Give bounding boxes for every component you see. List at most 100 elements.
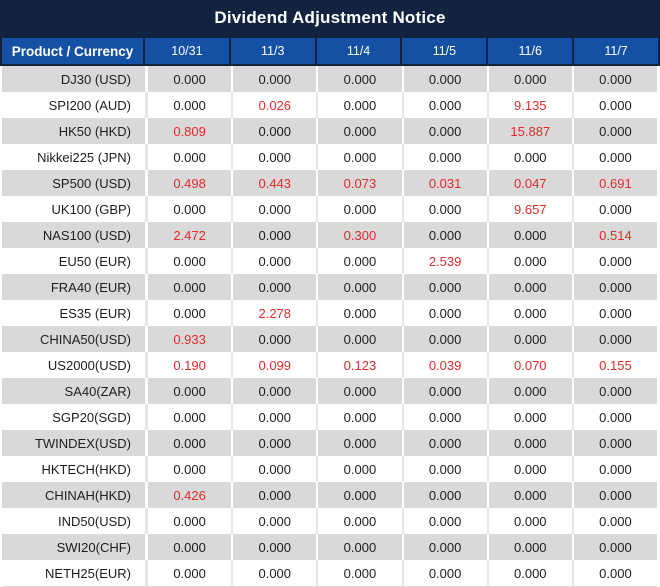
value-cell: 0.099 — [231, 352, 316, 378]
product-cell: DJ30 (USD) — [60, 71, 131, 87]
value-cell: 0.000 — [401, 92, 487, 118]
value-cell: 0.691 — [571, 170, 657, 196]
value-cell: 2.472 — [145, 222, 231, 248]
value-cell: 0.000 — [486, 300, 572, 326]
value-cell: 0.000 — [401, 300, 487, 326]
value-cell: 0.000 — [571, 300, 657, 326]
value-cell: 0.000 — [401, 274, 487, 300]
value-cell: 0.000 — [571, 66, 657, 92]
value-cell: 0.000 — [316, 508, 401, 534]
date-header-cell: 11/6 — [488, 38, 573, 64]
value-cell: 0.000 — [145, 404, 231, 430]
value-cell: 0.000 — [486, 144, 572, 170]
value-cell: 0.000 — [316, 404, 401, 430]
value-cell: 0.000 — [316, 196, 401, 222]
value-cell: 0.000 — [571, 508, 657, 534]
table-row: Nikkei225 (JPN) 0.000 0.000 0.000 0.000 0.000… — [2, 144, 657, 170]
product-cell: SA40(ZAR) — [64, 383, 131, 399]
value-cell: 0.000 — [486, 66, 572, 92]
table-row: UK100 (GBP) 0.000 0.000 0.000 0.000 9.657 0.00… — [2, 196, 657, 222]
value-cell: 2.539 — [401, 248, 487, 274]
table-header-row: Product / Currency 10/31 11/3 11/4 11/5 … — [0, 36, 660, 66]
value-cell: 0.000 — [401, 534, 487, 560]
table-row: SWI20(CHF) 0.000 0.000 0.000 0.000 0.000 0.000 — [2, 534, 657, 560]
value-cell: 0.000 — [231, 378, 316, 404]
table-row: SPI200 (AUD) 0.000 0.026 0.000 0.000 9.135 0.0… — [2, 92, 657, 118]
value-cell: 0.000 — [145, 508, 231, 534]
table-row: EU50 (EUR) 0.000 0.000 0.000 2.539 0.000 0.000 — [2, 248, 657, 274]
table-row: SP500 (USD) 0.498 0.443 0.073 0.031 0.047 0.69… — [2, 170, 657, 196]
value-cell: 0.000 — [145, 300, 231, 326]
date-header-cell: 10/31 — [145, 38, 229, 64]
value-cell: 0.000 — [401, 482, 487, 508]
table-row: SGP20(SGD) 0.000 0.000 0.000 0.000 0.000 0.000 — [2, 404, 657, 430]
value-cell: 9.657 — [486, 196, 572, 222]
table-row: TWINDEX(USD) 0.000 0.000 0.000 0.000 0.000 0.0… — [2, 430, 657, 456]
value-cell: 0.000 — [486, 404, 572, 430]
value-cell: 0.000 — [145, 456, 231, 482]
value-cell: 0.000 — [401, 118, 487, 144]
date-header-cell: 11/5 — [402, 38, 487, 64]
value-cell: 0.000 — [486, 508, 572, 534]
value-cell: 0.070 — [486, 352, 572, 378]
value-cell: 0.000 — [316, 66, 401, 92]
page-title: Dividend Adjustment Notice — [214, 8, 446, 27]
product-cell: SP500 (USD) — [52, 175, 131, 191]
product-cell: US2000(USD) — [47, 357, 131, 373]
table-row: HK50 (HKD) 0.809 0.000 0.000 0.000 15.887 0.00… — [2, 118, 657, 144]
value-cell: 15.887 — [486, 118, 572, 144]
product-currency-header: Product / Currency — [2, 38, 143, 64]
date-header-cell: 11/4 — [316, 38, 401, 64]
value-cell: 0.000 — [316, 378, 401, 404]
value-cell: 0.000 — [231, 508, 316, 534]
value-cell: 0.000 — [145, 274, 231, 300]
value-cell: 0.000 — [316, 534, 401, 560]
value-cell: 0.047 — [486, 170, 572, 196]
product-cell: HKTECH(HKD) — [41, 461, 131, 477]
value-cell: 0.000 — [486, 378, 572, 404]
title-bar: Dividend Adjustment Notice — [0, 0, 660, 36]
product-cell: IND50(USD) — [58, 513, 131, 529]
value-cell: 0.000 — [401, 66, 487, 92]
value-cell: 0.000 — [231, 482, 316, 508]
value-cell: 0.000 — [486, 456, 572, 482]
value-cell: 0.000 — [231, 66, 316, 92]
product-cell: CHINAH(HKD) — [45, 487, 131, 503]
product-cell: UK100 (GBP) — [51, 201, 131, 217]
value-cell: 0.000 — [316, 274, 401, 300]
date-header-cell: 11/7 — [574, 38, 658, 64]
value-cell: 0.514 — [571, 222, 657, 248]
value-cell: 0.000 — [486, 274, 572, 300]
table-row: NAS100 (USD) 2.472 0.000 0.300 0.000 0.000 0.5… — [2, 222, 657, 248]
value-cell: 0.000 — [401, 508, 487, 534]
product-cell: FRA40 (EUR) — [50, 279, 131, 295]
value-cell: 0.000 — [571, 326, 657, 352]
value-cell: 0.000 — [231, 430, 316, 456]
product-cell: NAS100 (USD) — [42, 227, 131, 243]
table-row: US2000(USD) 0.190 0.099 0.123 0.039 0.070 0.15… — [2, 352, 657, 378]
value-cell: 0.000 — [316, 482, 401, 508]
value-cell: 0.000 — [145, 560, 231, 586]
value-cell: 0.000 — [401, 326, 487, 352]
value-cell: 0.000 — [231, 326, 316, 352]
value-cell: 0.000 — [145, 92, 231, 118]
table-row: FRA40 (EUR) 0.000 0.000 0.000 0.000 0.000 0.00… — [2, 274, 657, 300]
value-cell: 9.135 — [486, 92, 572, 118]
value-cell: 0.000 — [571, 404, 657, 430]
value-cell: 0.443 — [231, 170, 316, 196]
value-cell: 0.000 — [571, 482, 657, 508]
table-row: ES35 (EUR) 0.000 2.278 0.000 0.000 0.000 0.000 — [2, 300, 657, 326]
value-cell: 0.809 — [145, 118, 231, 144]
value-cell: 0.000 — [316, 326, 401, 352]
table-row: NETH25(EUR) 0.000 0.000 0.000 0.000 0.000 0.00… — [2, 560, 657, 586]
table-row: DJ30 (USD) 0.000 0.000 0.000 0.000 0.000 0.000 — [2, 66, 657, 92]
value-cell: 0.000 — [571, 560, 657, 586]
value-cell: 0.000 — [571, 430, 657, 456]
value-cell: 0.000 — [316, 118, 401, 144]
value-cell: 0.000 — [145, 196, 231, 222]
value-cell: 0.426 — [145, 482, 231, 508]
table-row: SA40(ZAR) 0.000 0.000 0.000 0.000 0.000 0.000 — [2, 378, 657, 404]
value-cell: 0.000 — [571, 118, 657, 144]
value-cell: 0.031 — [401, 170, 487, 196]
